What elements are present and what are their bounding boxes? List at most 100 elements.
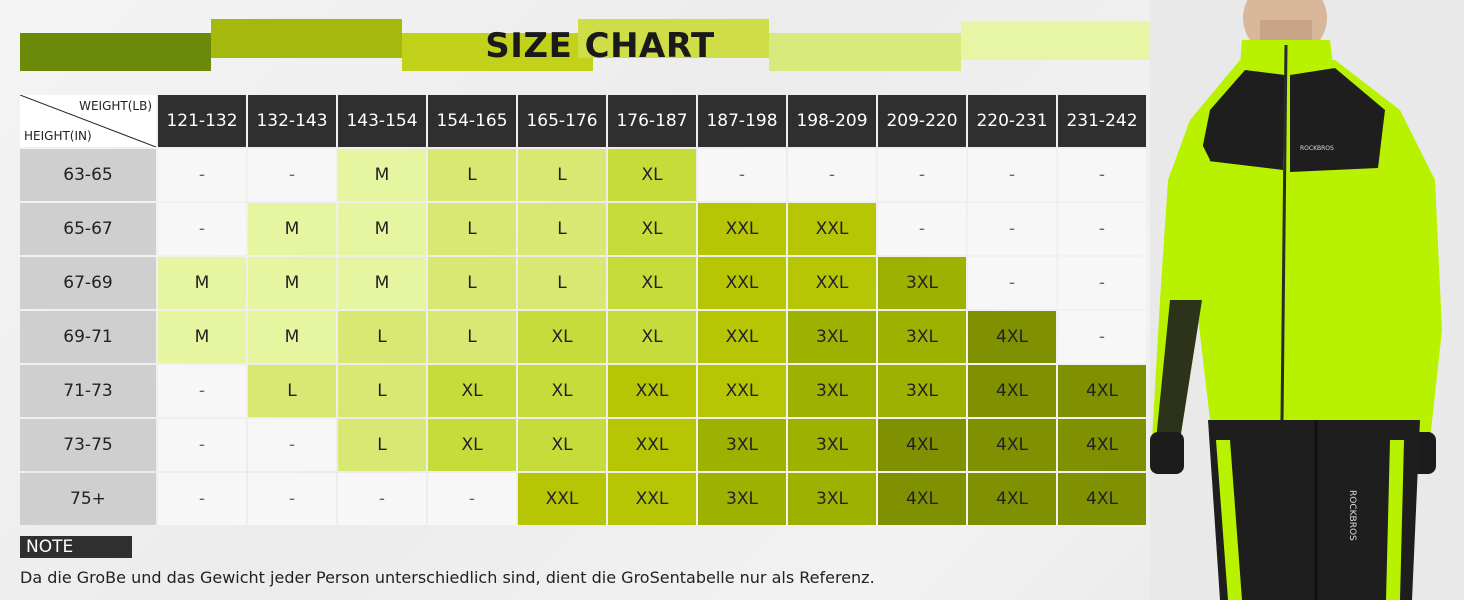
size-cell: XXL (788, 203, 876, 255)
size-cell: 4XL (968, 473, 1056, 525)
size-cell: - (248, 419, 336, 471)
size-cell: XXL (518, 473, 606, 525)
size-cell: XXL (608, 473, 696, 525)
size-cell: L (248, 365, 336, 417)
table-corner: WEIGHT(LB) HEIGHT(IN) (20, 95, 156, 147)
size-cell: XL (428, 419, 516, 471)
weight-column-header: 220-231 (968, 95, 1056, 147)
size-cell: XXL (788, 257, 876, 309)
weight-axis-label: WEIGHT(LB) (79, 99, 152, 113)
size-cell: M (338, 149, 426, 201)
size-cell: M (248, 203, 336, 255)
weight-column-header: 121-132 (158, 95, 246, 147)
size-cell: M (158, 257, 246, 309)
size-cell: 3XL (698, 473, 786, 525)
corner-diagonal (20, 95, 156, 147)
note-text: Da die GroBe und das Gewicht jeder Perso… (20, 568, 875, 587)
size-cell: 4XL (878, 473, 966, 525)
height-row-header: 71-73 (20, 365, 156, 417)
size-cell: - (158, 473, 246, 525)
height-row-header: 63-65 (20, 149, 156, 201)
table-row: 67-69 M M M L L XL XXL XXL 3XL - - (20, 257, 1146, 309)
size-cell: 4XL (968, 311, 1056, 363)
size-cell: M (248, 257, 336, 309)
size-cell: - (878, 149, 966, 201)
table-row: 63-65- - M L L XL - - - - - (20, 149, 1146, 201)
size-cell: - (158, 365, 246, 417)
size-cell: XL (518, 419, 606, 471)
size-cell: - (1058, 311, 1146, 363)
height-row-header: 73-75 (20, 419, 156, 471)
size-cell: XL (608, 149, 696, 201)
size-cell: M (338, 257, 426, 309)
size-cell: 3XL (878, 257, 966, 309)
size-cell: L (518, 203, 606, 255)
weight-column-header: 187-198 (698, 95, 786, 147)
size-cell: - (788, 149, 876, 201)
size-cell: L (428, 149, 516, 201)
size-cell: 3XL (878, 311, 966, 363)
size-cell: - (338, 473, 426, 525)
weight-column-header: 209-220 (878, 95, 966, 147)
size-cell: XXL (698, 257, 786, 309)
size-cell: XXL (698, 203, 786, 255)
size-cell: 3XL (788, 473, 876, 525)
size-cell: - (248, 473, 336, 525)
size-cell: 4XL (968, 419, 1056, 471)
weight-column-header: 132-143 (248, 95, 336, 147)
height-row-header: 65-67 (20, 203, 156, 255)
size-cell: - (158, 203, 246, 255)
size-cell: - (968, 203, 1056, 255)
jacket-brand-text: ROCKBROS (1300, 145, 1334, 152)
table-row: 71-73- L L XL XL XXL XXL 3XL 3XL 4XL 4XL (20, 365, 1146, 417)
size-cell: XL (608, 257, 696, 309)
weight-column-header: 143-154 (338, 95, 426, 147)
size-cell: XL (518, 311, 606, 363)
table-row: 73-75- - L XL XL XXL 3XL 3XL 4XL 4XL 4XL (20, 419, 1146, 471)
header-bar-1 (20, 33, 211, 71)
size-cell: L (518, 149, 606, 201)
model-jacket-photo: ROCKBROS ROCKBROS (1150, 0, 1464, 600)
table-header-row: WEIGHT(LB) HEIGHT(IN) 121-132 132-143 143-… (20, 95, 1146, 147)
header-bar-4 (578, 19, 769, 58)
size-cell: 3XL (788, 419, 876, 471)
size-cell: XXL (608, 419, 696, 471)
size-cell: 3XL (878, 365, 966, 417)
weight-column-header: 231-242 (1058, 95, 1146, 147)
size-cell: - (878, 203, 966, 255)
height-row-header: 75+ (20, 473, 156, 525)
table-body: 63-65- - M L L XL - - - - -65-67- M M L L XL XXL XXL - - -67… (20, 149, 1146, 525)
weight-column-header: 176-187 (608, 95, 696, 147)
size-cell: M (158, 311, 246, 363)
size-cell: XL (608, 203, 696, 255)
size-cell: L (518, 257, 606, 309)
size-cell: L (338, 311, 426, 363)
size-cell: 4XL (878, 419, 966, 471)
size-cell: - (968, 257, 1056, 309)
size-cell: - (428, 473, 516, 525)
header-bar-6 (961, 21, 1152, 60)
weight-column-header: 165-176 (518, 95, 606, 147)
size-cell: L (338, 365, 426, 417)
size-cell: M (338, 203, 426, 255)
table-row: 75+ - - - - XXL XXL 3XL 3XL 4XL 4XL 4XL (20, 473, 1146, 525)
header-bar-2 (211, 19, 402, 58)
height-row-header: 69-71 (20, 311, 156, 363)
size-cell: 4XL (1058, 419, 1146, 471)
size-cell: L (338, 419, 426, 471)
size-cell: - (248, 149, 336, 201)
table-row: 69-71 M M L L XL XL XXL 3XL 3XL 4XL - (20, 311, 1146, 363)
size-cell: - (158, 149, 246, 201)
size-cell: L (428, 257, 516, 309)
header-bar-3 (402, 33, 593, 71)
size-cell: - (698, 149, 786, 201)
size-cell: XXL (698, 311, 786, 363)
size-cell: 3XL (788, 311, 876, 363)
size-cell: L (428, 311, 516, 363)
size-cell: - (968, 149, 1056, 201)
table-row: 65-67- M M L L XL XXL XXL - - - (20, 203, 1146, 255)
size-cell: 3XL (788, 365, 876, 417)
size-table: WEIGHT(LB) HEIGHT(IN) 121-132 132-143 143-… (18, 93, 1148, 527)
size-cell: XXL (698, 365, 786, 417)
size-cell: 3XL (698, 419, 786, 471)
